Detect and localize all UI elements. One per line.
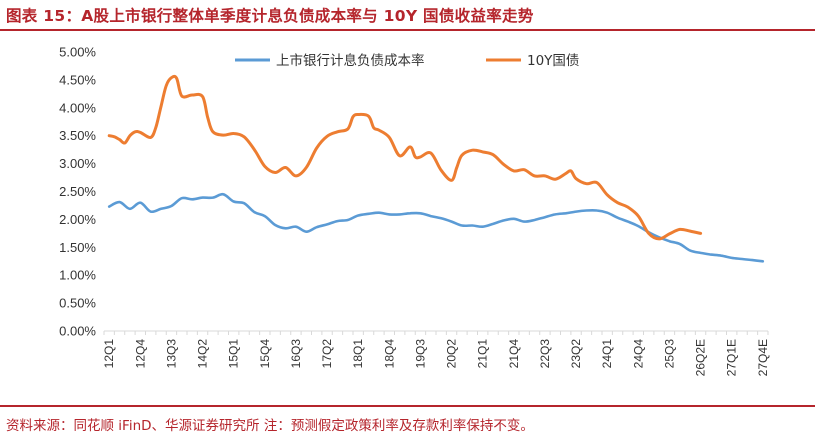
x-tick-label: 15Q1 [227, 339, 241, 369]
x-tick-label: 19Q3 [413, 339, 427, 369]
legend-label: 上市银行计息负债成本率 [276, 52, 425, 69]
y-tick-label: 0.00% [59, 324, 96, 339]
x-tick-label: 27Q1E [725, 339, 739, 376]
x-tick-label: 18Q1 [351, 339, 365, 369]
y-tick-label: 1.00% [59, 268, 96, 283]
x-tick-label: 20Q2 [445, 339, 459, 369]
x-tick-label: 18Q4 [382, 339, 396, 369]
x-tick-label: 21Q4 [507, 339, 521, 369]
x-tick-label: 23Q2 [569, 339, 583, 369]
title-rule [0, 29, 815, 31]
y-tick-label: 1.50% [59, 240, 96, 255]
x-tick-label: 17Q2 [320, 339, 334, 369]
source-note: 资料来源：同花顺 iFinD、华源证券研究所 注：预测假定政策利率及存款利率保持… [6, 418, 534, 434]
y-tick-label: 0.50% [59, 296, 96, 311]
legend: 上市银行计息负债成本率 10Y国债 [235, 52, 579, 69]
x-tick-label: 22Q3 [538, 339, 552, 369]
x-tick-label: 12Q1 [102, 339, 116, 369]
x-tick-label: 16Q3 [289, 339, 303, 369]
x-tick-label: 12Q4 [133, 339, 147, 369]
y-tick-label: 4.00% [59, 100, 96, 115]
x-tick-label: 21Q1 [476, 339, 490, 369]
series-line-2 [107, 74, 703, 241]
x-tick-label: 26Q2E [694, 339, 708, 376]
x-tick-label: 15Q4 [258, 339, 272, 369]
x-tick-label: 24Q1 [600, 339, 614, 369]
series-line-1 [107, 192, 765, 263]
y-tick-label: 5.00% [59, 45, 96, 60]
x-tick-label: 14Q2 [196, 339, 210, 369]
y-tick-label: 2.50% [59, 184, 96, 199]
x-tick-label: 27Q4E [756, 339, 770, 376]
footer-rule [0, 405, 815, 407]
chart-title: 图表 15：A股上市银行整体单季度计息负债成本率与 10Y 国债收益率走势 [6, 7, 534, 25]
y-tick-label: 3.50% [59, 128, 96, 143]
y-tick-label: 2.00% [59, 212, 96, 227]
series-layer [107, 74, 765, 263]
legend-label: 10Y国债 [527, 53, 579, 69]
y-tick-label: 4.50% [59, 72, 96, 87]
line-chart: 0.00% 0.50% 1.00% 1.50% 2.00% 2.50% 3.00% 3.50%… [59, 45, 770, 377]
axes: 0.00% 0.50% 1.00% 1.50% 2.00% 2.50% 3.00% 3.50%… [59, 45, 770, 377]
y-tick-label: 3.00% [59, 156, 96, 171]
x-tick-label: 25Q3 [662, 339, 676, 369]
x-tick-label: 24Q4 [631, 339, 645, 369]
x-tick-label: 13Q3 [164, 339, 178, 369]
